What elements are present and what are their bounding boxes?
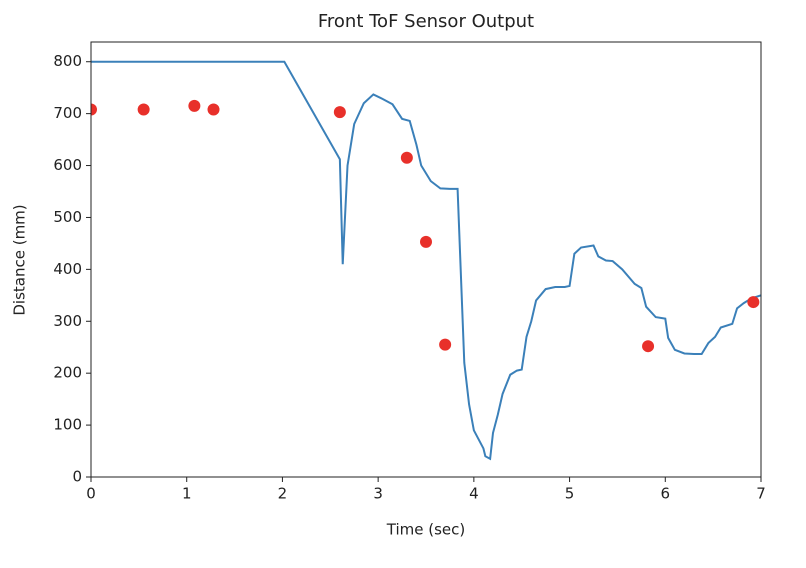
y-tick-label: 600 — [53, 156, 82, 174]
x-tick-label: 6 — [661, 485, 671, 503]
y-tick-label: 100 — [53, 416, 82, 434]
data-line — [91, 60, 761, 461]
data-point — [207, 103, 220, 116]
data-point — [400, 151, 413, 164]
x-tick-label: 5 — [565, 485, 575, 503]
x-tick-label: 0 — [86, 485, 96, 503]
chart-title: Front ToF Sensor Output — [318, 11, 534, 32]
y-tick-label: 500 — [53, 208, 82, 226]
y-tick-label: 200 — [53, 364, 82, 382]
data-point — [439, 338, 452, 351]
y-tick-label: 300 — [53, 312, 82, 330]
y-axis-label: Distance (mm) — [11, 204, 29, 315]
data-point — [137, 103, 150, 116]
y-tick-label: 0 — [72, 468, 82, 486]
x-tick-label: 3 — [373, 485, 383, 503]
x-tick-label: 2 — [278, 485, 288, 503]
y-tick-label: 400 — [53, 260, 82, 278]
data-point — [420, 235, 432, 248]
data-point — [747, 296, 760, 309]
data-point — [642, 340, 655, 353]
x-axis-label: Time (sec) — [386, 521, 465, 539]
x-tick-label: 1 — [182, 485, 192, 503]
x-tick-label: 7 — [756, 485, 766, 503]
data-point — [188, 99, 201, 112]
y-tick-label: 800 — [53, 52, 82, 70]
y-tick-label: 700 — [53, 104, 82, 122]
data-point — [91, 103, 97, 116]
plot-frame — [90, 41, 762, 478]
data-point — [333, 106, 346, 119]
x-tick-label: 4 — [469, 485, 479, 503]
